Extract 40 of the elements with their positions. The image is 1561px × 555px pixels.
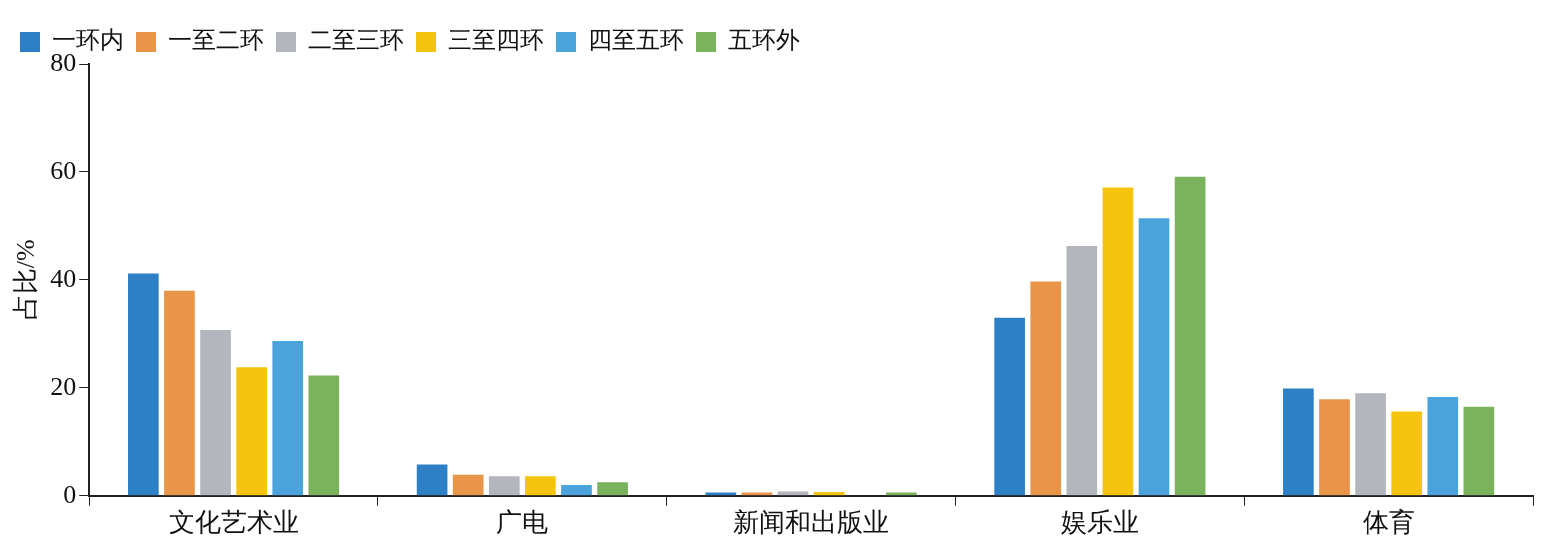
bar — [1463, 406, 1495, 496]
legend-label: 一至二环 — [168, 27, 264, 54]
bar — [1174, 176, 1206, 496]
bar — [164, 290, 195, 496]
y-tick-label: 20 — [50, 371, 77, 401]
legend-label: 四至五环 — [588, 27, 684, 54]
y-tick-label: 60 — [50, 155, 77, 185]
bar — [1030, 281, 1062, 496]
bar — [236, 367, 267, 496]
bar — [525, 476, 556, 496]
bar — [561, 485, 592, 496]
bar — [1391, 411, 1423, 496]
bar — [416, 464, 448, 496]
bar — [308, 375, 340, 496]
x-tick-label: 娱乐业 — [1060, 508, 1139, 538]
y-axis-title: 占比/% — [11, 239, 41, 321]
bar — [200, 330, 231, 496]
bar — [452, 474, 484, 496]
legend-label: 三至四环 — [448, 27, 544, 54]
bar — [1427, 397, 1459, 496]
y-tick-label: 40 — [50, 263, 77, 293]
bar — [1355, 393, 1386, 496]
bar — [597, 482, 628, 496]
bar — [1283, 388, 1314, 496]
x-tick-label: 文化艺术业 — [168, 508, 299, 538]
y-tick-label: 0 — [63, 479, 77, 509]
bar — [994, 317, 1025, 496]
bar — [1066, 245, 1098, 496]
legend-label: 五环外 — [728, 27, 800, 54]
x-tick-label: 体育 — [1362, 508, 1415, 538]
bar — [1138, 218, 1170, 496]
bar — [272, 340, 304, 496]
bar — [1102, 187, 1134, 496]
bar — [488, 476, 520, 496]
bar — [1319, 399, 1350, 496]
bar — [128, 273, 159, 496]
legend-label: 二至三环 — [308, 27, 404, 54]
bar — [777, 491, 809, 496]
x-tick-label: 广电 — [496, 508, 549, 538]
x-tick-label: 新闻和出版业 — [733, 508, 890, 538]
